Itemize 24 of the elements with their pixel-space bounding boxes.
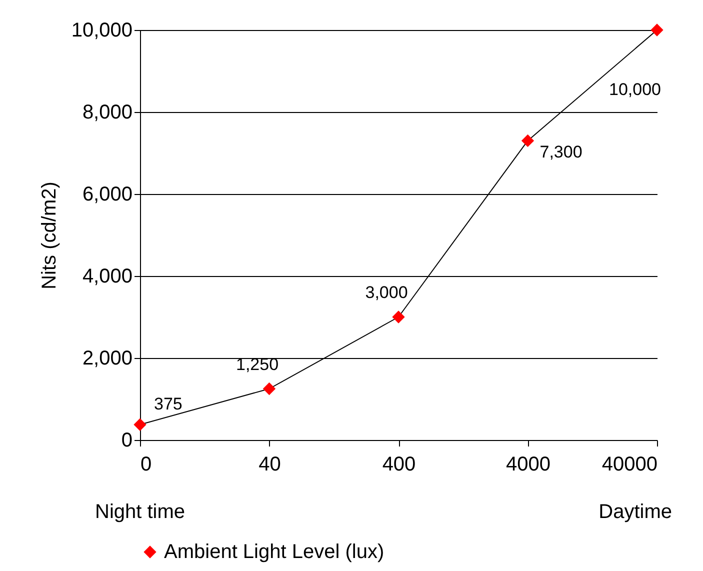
y-axis-title: Nits (cd/m2): [38, 182, 60, 290]
y-tick-label: 6,000: [82, 184, 132, 206]
x-tick-label: 400: [382, 454, 416, 476]
y-tick-label: 0: [121, 430, 132, 452]
point: [650, 24, 664, 36]
y-tick-label: 4,000: [82, 266, 132, 288]
x-tick-label: 40: [258, 454, 281, 476]
data-label: 7,300: [540, 142, 582, 162]
data-label: 3,000: [365, 283, 408, 302]
y-tick-label: 10,000: [71, 20, 132, 42]
y-tick-label: 2,000: [82, 348, 132, 370]
point: [262, 382, 276, 396]
data-label: 375: [154, 394, 182, 414]
text: Night time: [95, 501, 186, 523]
x-tick-label: 0: [140, 454, 152, 476]
point: [521, 134, 534, 148]
x-tick-label: 4000: [506, 454, 550, 476]
legend-label: Ambient Light Level (lux): [164, 541, 384, 563]
point: [134, 418, 146, 431]
y-tick-label: 8,000: [82, 102, 132, 124]
text: Daytime: [598, 501, 672, 523]
data-label: 10,000: [609, 80, 661, 99]
point: [392, 310, 405, 324]
x-tick-label: 40000: [602, 454, 658, 476]
